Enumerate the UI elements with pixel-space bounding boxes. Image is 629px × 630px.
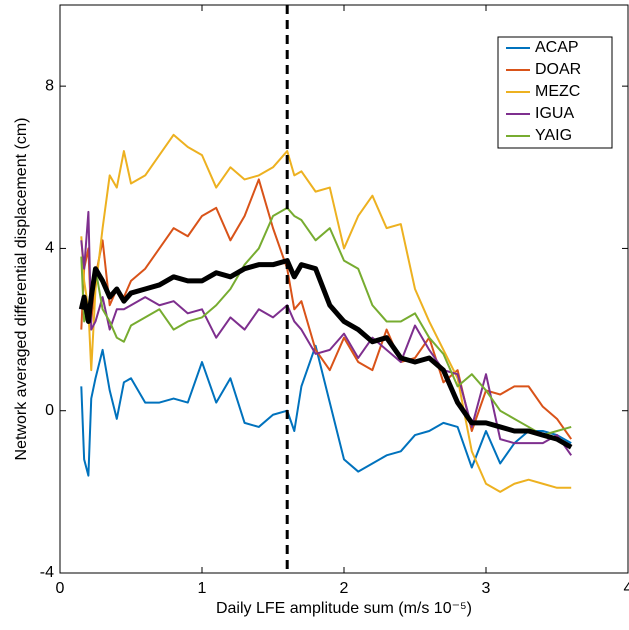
y-axis-label: Network averaged differential displaceme… <box>13 118 30 461</box>
plot-frame <box>59 4 629 574</box>
y-tick-label: 4 <box>45 240 54 257</box>
series-line <box>78 258 573 450</box>
series-line <box>80 206 572 437</box>
legend-label: IGUA <box>535 105 574 122</box>
series-line <box>80 178 573 440</box>
y-tick-label: 8 <box>45 77 54 94</box>
x-tick-label: 2 <box>340 580 349 597</box>
x-tick-label: 1 <box>198 580 207 597</box>
series-line <box>80 344 572 477</box>
legend-label: YAIG <box>535 127 572 144</box>
x-tick-label: 0 <box>56 580 65 597</box>
series-line <box>80 210 573 456</box>
y-tick-label: 0 <box>45 402 54 419</box>
legend-label: ACAP <box>535 39 579 56</box>
x-axis-label: Daily LFE amplitude sum (m/s 10⁻⁵) <box>216 600 472 617</box>
y-tick-label: -4 <box>40 564 54 581</box>
x-tick-label: 3 <box>482 580 491 597</box>
legend-label: DOAR <box>535 61 581 78</box>
legend-label: MEZC <box>535 83 580 100</box>
series-line <box>80 133 572 493</box>
x-tick-label: 4 <box>624 580 629 597</box>
